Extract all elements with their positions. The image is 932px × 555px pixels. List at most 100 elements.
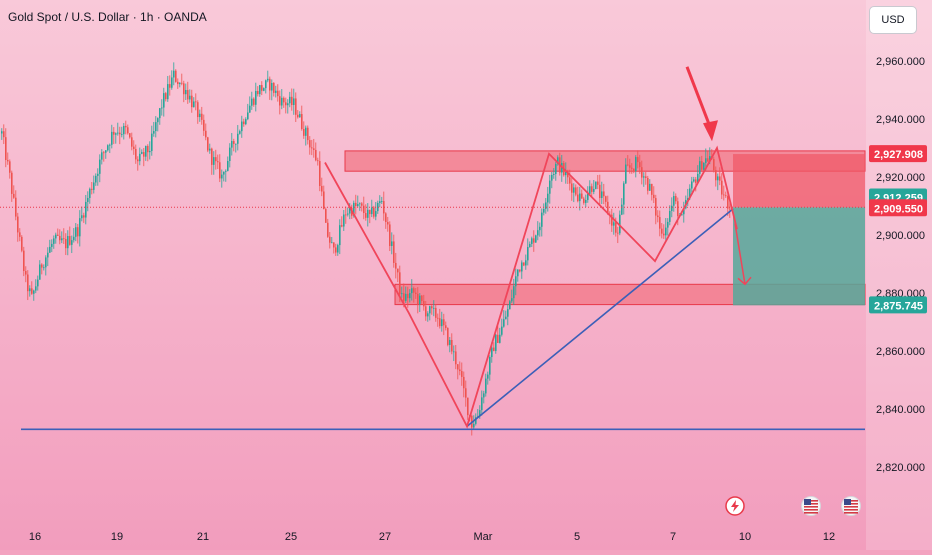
candle <box>247 103 249 121</box>
candle-body <box>645 176 647 178</box>
candle-body <box>729 208 731 210</box>
price-level-box <box>869 296 927 314</box>
candle-body <box>531 238 533 244</box>
candle <box>33 289 35 301</box>
candle <box>437 313 439 327</box>
candle <box>147 144 149 162</box>
candle <box>229 143 231 168</box>
candle-body <box>309 140 311 148</box>
candle <box>539 222 541 237</box>
candle-body <box>541 212 543 227</box>
candle <box>107 144 109 152</box>
flag-stripe <box>804 512 818 514</box>
candle <box>631 163 633 174</box>
candle-body <box>675 196 677 202</box>
signal-arrow-head[interactable] <box>703 120 718 142</box>
candle <box>587 186 589 203</box>
candle <box>165 91 167 102</box>
candle-body <box>383 201 385 214</box>
candle <box>535 234 537 243</box>
candle <box>317 157 319 166</box>
candle-body <box>147 145 149 153</box>
symbol-title[interactable]: Gold Spot / U.S. Dollar · 1h · OANDA <box>8 10 207 24</box>
candle-body <box>643 176 645 178</box>
pattern-path[interactable] <box>324 145 738 429</box>
candle-body <box>463 376 465 389</box>
candle <box>97 168 99 186</box>
candle <box>73 228 75 243</box>
candle <box>691 176 693 195</box>
y-tick-label: 2,900.000 <box>876 230 925 242</box>
candle <box>601 181 603 205</box>
candle <box>509 299 511 310</box>
candle-body <box>571 183 573 193</box>
candle <box>583 196 585 205</box>
candle-body <box>353 202 355 216</box>
candle <box>493 342 495 352</box>
candle-body <box>209 148 211 151</box>
candle <box>119 126 121 145</box>
take-profit-area[interactable] <box>733 207 865 306</box>
projection-arrow-shaft[interactable] <box>734 223 746 285</box>
candle-body <box>369 209 371 215</box>
candle-body <box>647 177 649 191</box>
candle-body <box>677 201 679 217</box>
price-level-label[interactable]: 2,909.550 <box>869 199 927 217</box>
price-level-label[interactable]: 2,927.908 <box>869 145 927 163</box>
candle-body <box>37 279 39 287</box>
candle <box>393 234 395 268</box>
events-layer[interactable] <box>725 496 861 516</box>
candle <box>577 186 579 203</box>
currency-button[interactable]: USD <box>869 6 917 34</box>
candle-body <box>575 187 577 195</box>
price-level-text: 2,875.745 <box>874 300 923 312</box>
candle <box>81 206 83 222</box>
candle-body <box>385 213 387 223</box>
candle <box>5 128 7 168</box>
candle <box>501 318 503 337</box>
candle-body <box>251 98 253 106</box>
us-flag-icon[interactable] <box>841 496 861 516</box>
trend-line[interactable] <box>466 208 734 428</box>
candle-body <box>339 225 341 246</box>
candle-body <box>139 153 141 162</box>
candle <box>525 254 527 270</box>
drawings-layer[interactable] <box>0 66 866 431</box>
candle <box>553 168 555 179</box>
candle <box>115 132 117 144</box>
candle-body <box>605 196 607 202</box>
price-level-label[interactable]: 2,875.745 <box>869 296 927 314</box>
candle-body <box>355 202 357 206</box>
candle <box>145 145 147 161</box>
candle <box>495 334 497 354</box>
candle-body <box>111 131 113 145</box>
lightning-icon[interactable] <box>725 496 745 516</box>
candle-body <box>367 209 369 218</box>
candle-body <box>501 326 503 335</box>
us-flag-icon[interactable] <box>801 496 821 516</box>
candle-body <box>313 148 315 150</box>
candle <box>95 173 97 186</box>
signal-arrow-shaft[interactable] <box>685 66 713 130</box>
price-axis[interactable]: 2,820.0002,840.0002,860.0002,880.0002,90… <box>866 0 932 550</box>
candle <box>497 325 499 344</box>
candle <box>179 82 181 88</box>
time-axis[interactable]: 16 19 21 25 27 Mar 5 7 10 12 <box>29 531 835 543</box>
candle-body <box>669 210 671 222</box>
candle-body <box>615 222 617 233</box>
candle <box>359 202 361 211</box>
candle-body <box>329 236 331 243</box>
candle <box>135 144 137 164</box>
projection-arrow-head[interactable] <box>737 276 752 286</box>
candle <box>395 252 397 279</box>
candle-body <box>631 167 633 169</box>
candle-body <box>665 227 667 236</box>
position-layer[interactable] <box>733 154 865 306</box>
candle <box>635 155 637 178</box>
price-level-box <box>869 145 927 163</box>
stop-loss-area[interactable] <box>733 154 865 208</box>
candle <box>413 286 415 303</box>
candle-body <box>451 340 453 352</box>
